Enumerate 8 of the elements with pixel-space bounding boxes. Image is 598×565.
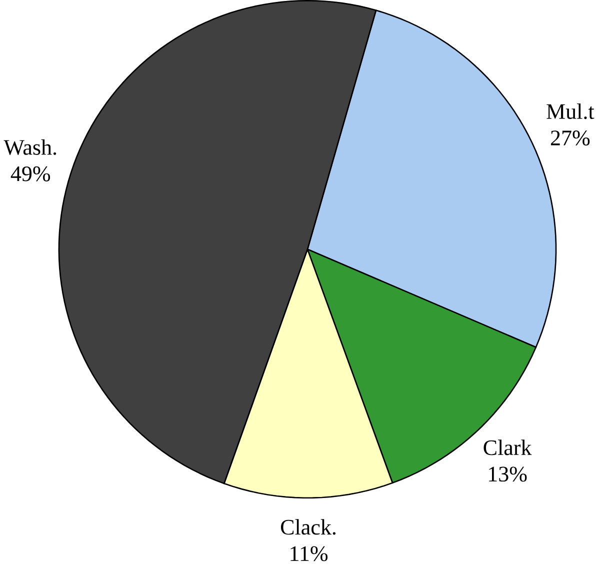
data-label: 13% — [489, 466, 527, 482]
data-label: 11% — [290, 546, 328, 562]
data-label: 49% — [10, 166, 50, 182]
data-label: 27% — [550, 130, 590, 146]
slice-label: Clack. — [280, 519, 336, 535]
slice-label: Clark — [484, 440, 532, 456]
slice-label: Mul.t — [546, 104, 594, 120]
slice-label: Wash. — [4, 139, 56, 156]
